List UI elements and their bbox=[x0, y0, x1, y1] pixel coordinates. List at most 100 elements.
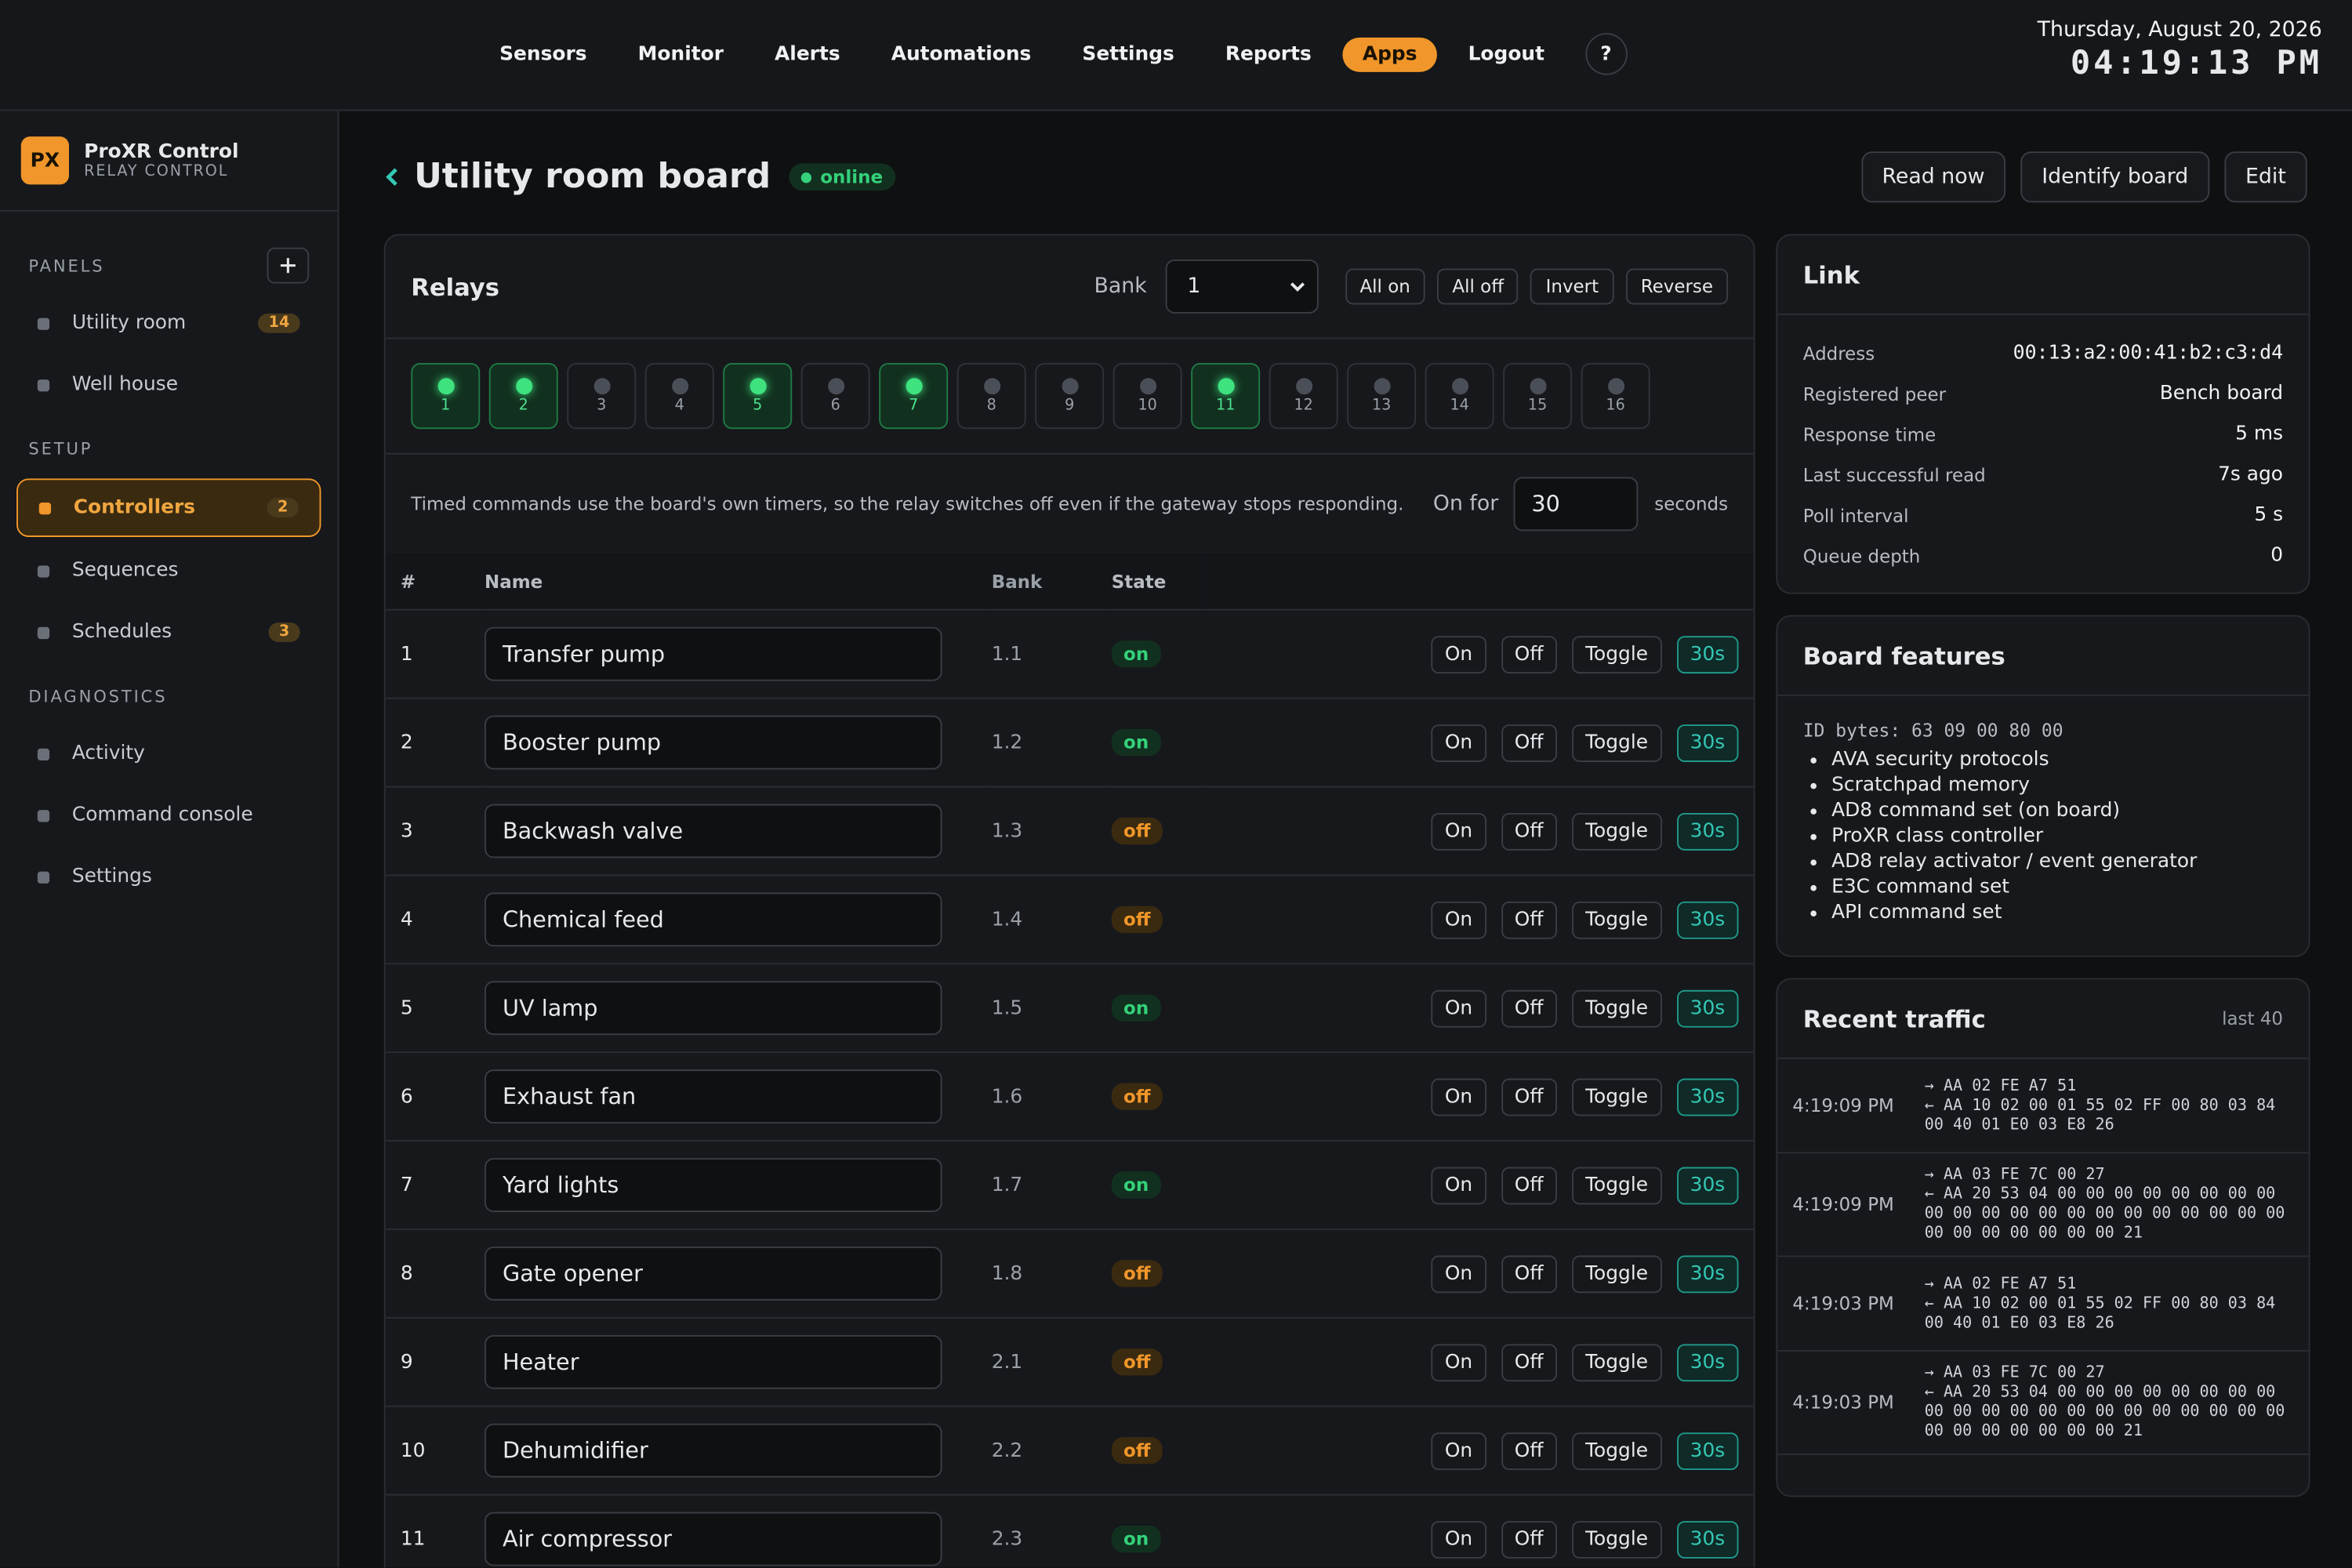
row-button[interactable]: 30s bbox=[1676, 812, 1739, 850]
row-button[interactable]: On bbox=[1431, 1254, 1486, 1293]
nav-link[interactable]: Settings bbox=[1082, 42, 1174, 66]
row-button[interactable]: On bbox=[1431, 900, 1486, 938]
relay-indicator[interactable]: 11 bbox=[1191, 363, 1261, 430]
nav-item[interactable]: Command console bbox=[16, 787, 321, 843]
name-input[interactable]: Transfer pump bbox=[484, 626, 942, 681]
row-button[interactable]: Toggle bbox=[1571, 812, 1662, 850]
nav-link[interactable]: Automations bbox=[891, 42, 1032, 66]
row-button[interactable]: Toggle bbox=[1571, 900, 1662, 938]
relay-indicator[interactable]: 15 bbox=[1503, 363, 1573, 430]
relay-indicator[interactable]: 2 bbox=[488, 363, 558, 430]
row-button[interactable]: On bbox=[1431, 1520, 1486, 1558]
relay-indicator[interactable]: 7 bbox=[879, 363, 949, 430]
name-input[interactable]: Backwash valve bbox=[484, 804, 942, 858]
row-button[interactable]: 30s bbox=[1676, 724, 1739, 761]
relay-indicator[interactable]: 3 bbox=[567, 363, 637, 430]
name-input[interactable]: Yard lights bbox=[484, 1158, 942, 1212]
row-button[interactable]: 30s bbox=[1676, 989, 1739, 1027]
row-button[interactable]: 30s bbox=[1676, 635, 1739, 673]
panel-header: Link bbox=[1777, 235, 2309, 315]
row-button[interactable]: On bbox=[1431, 724, 1486, 761]
row-button[interactable]: Toggle bbox=[1571, 1520, 1662, 1558]
name-input[interactable]: Chemical feed bbox=[484, 892, 942, 947]
relay-indicator[interactable]: 10 bbox=[1112, 363, 1182, 430]
bank-select[interactable]: 1 bbox=[1164, 260, 1318, 314]
row-button[interactable]: On bbox=[1431, 1077, 1486, 1116]
row-button[interactable]: 30s bbox=[1676, 1520, 1739, 1558]
relay-indicator[interactable]: 13 bbox=[1347, 363, 1417, 430]
row-button[interactable]: 30s bbox=[1676, 1166, 1739, 1204]
on-for-input[interactable]: 30 bbox=[1513, 477, 1639, 532]
bulk-button[interactable]: All off bbox=[1437, 268, 1519, 305]
nav-item[interactable]: Activity bbox=[16, 726, 321, 782]
nav-link[interactable]: ? bbox=[1584, 33, 1628, 75]
bulk-button[interactable]: All on bbox=[1345, 268, 1425, 305]
row-button[interactable]: Toggle bbox=[1571, 1166, 1662, 1204]
nav-item[interactable]: Controllers 2 bbox=[16, 478, 321, 537]
row-button[interactable]: 30s bbox=[1676, 900, 1739, 938]
row-button[interactable]: Off bbox=[1501, 724, 1557, 761]
relay-indicator[interactable]: 16 bbox=[1581, 363, 1650, 430]
row-button[interactable]: On bbox=[1431, 1343, 1486, 1381]
row-button[interactable]: Toggle bbox=[1571, 1254, 1662, 1293]
relay-indicator[interactable]: 12 bbox=[1269, 363, 1338, 430]
bulk-button[interactable]: Reverse bbox=[1625, 268, 1729, 305]
row-button[interactable]: Off bbox=[1501, 1432, 1557, 1470]
relay-indicator[interactable]: 4 bbox=[644, 363, 714, 430]
relay-indicator[interactable]: 9 bbox=[1035, 363, 1105, 430]
nav-link[interactable]: Apps bbox=[1342, 36, 1437, 71]
nav-item[interactable]: Utility room 14 bbox=[16, 296, 321, 351]
nav-link[interactable]: Reports bbox=[1225, 42, 1312, 66]
row-button[interactable]: Off bbox=[1501, 1077, 1557, 1116]
relay-indicator[interactable]: 6 bbox=[800, 363, 870, 430]
row-button[interactable]: 30s bbox=[1676, 1254, 1739, 1293]
row-button[interactable]: Off bbox=[1501, 1166, 1557, 1204]
row-button[interactable]: Off bbox=[1501, 1254, 1557, 1293]
nav-link[interactable]: Alerts bbox=[775, 42, 840, 66]
row-button[interactable]: On bbox=[1431, 1166, 1486, 1204]
bulk-button[interactable]: Invert bbox=[1530, 268, 1614, 305]
name-input[interactable]: UV lamp bbox=[484, 981, 942, 1036]
row-button[interactable]: 30s bbox=[1676, 1077, 1739, 1116]
header-button[interactable]: Identify board bbox=[2020, 151, 2210, 203]
row-button[interactable]: Off bbox=[1501, 1520, 1557, 1558]
row-button[interactable]: Toggle bbox=[1571, 724, 1662, 761]
nav-item[interactable]: Schedules 3 bbox=[16, 604, 321, 660]
row-button[interactable]: Toggle bbox=[1571, 635, 1662, 673]
row-button[interactable]: Toggle bbox=[1571, 989, 1662, 1027]
row-button[interactable]: Toggle bbox=[1571, 1343, 1662, 1381]
row-button[interactable]: On bbox=[1431, 1432, 1486, 1470]
name-input[interactable]: Exhaust fan bbox=[484, 1069, 942, 1124]
header-button[interactable]: Read now bbox=[1860, 151, 2006, 203]
name-input[interactable]: Dehumidifier bbox=[484, 1423, 942, 1478]
row-button[interactable]: 30s bbox=[1676, 1432, 1739, 1470]
row-button[interactable]: Off bbox=[1501, 900, 1557, 938]
nav-item[interactable]: Well house bbox=[16, 357, 321, 412]
row-button[interactable]: Off bbox=[1501, 812, 1557, 850]
nav-link[interactable]: Monitor bbox=[637, 42, 724, 66]
row-button[interactable]: On bbox=[1431, 989, 1486, 1027]
relay-indicator[interactable]: 8 bbox=[956, 363, 1026, 430]
nav-item[interactable]: Sequences bbox=[16, 543, 321, 599]
row-button[interactable]: Toggle bbox=[1571, 1432, 1662, 1470]
row-button[interactable]: 30s bbox=[1676, 1343, 1739, 1381]
row-button[interactable]: On bbox=[1431, 812, 1486, 850]
add-button[interactable] bbox=[267, 247, 310, 284]
relay-indicator[interactable]: 14 bbox=[1425, 363, 1494, 430]
row-button[interactable]: On bbox=[1431, 635, 1486, 673]
nav-link[interactable]: Sensors bbox=[499, 42, 587, 66]
name-input[interactable]: Booster pump bbox=[484, 715, 942, 770]
name-input[interactable]: Heater bbox=[484, 1334, 942, 1389]
name-input[interactable]: Air compressor bbox=[484, 1512, 942, 1566]
header-button[interactable]: Edit bbox=[2224, 151, 2307, 203]
nav-item[interactable]: Settings bbox=[16, 849, 321, 905]
row-button[interactable]: Off bbox=[1501, 1343, 1557, 1381]
relay-indicator[interactable]: 5 bbox=[723, 363, 793, 430]
row-button[interactable]: Off bbox=[1501, 635, 1557, 673]
row-button[interactable]: Off bbox=[1501, 989, 1557, 1027]
nav-link[interactable]: Logout bbox=[1468, 42, 1545, 66]
row-button[interactable]: Toggle bbox=[1571, 1077, 1662, 1116]
name-input[interactable]: Gate opener bbox=[484, 1246, 942, 1301]
relay-indicator[interactable]: 1 bbox=[411, 363, 481, 430]
back-button[interactable] bbox=[384, 165, 402, 189]
